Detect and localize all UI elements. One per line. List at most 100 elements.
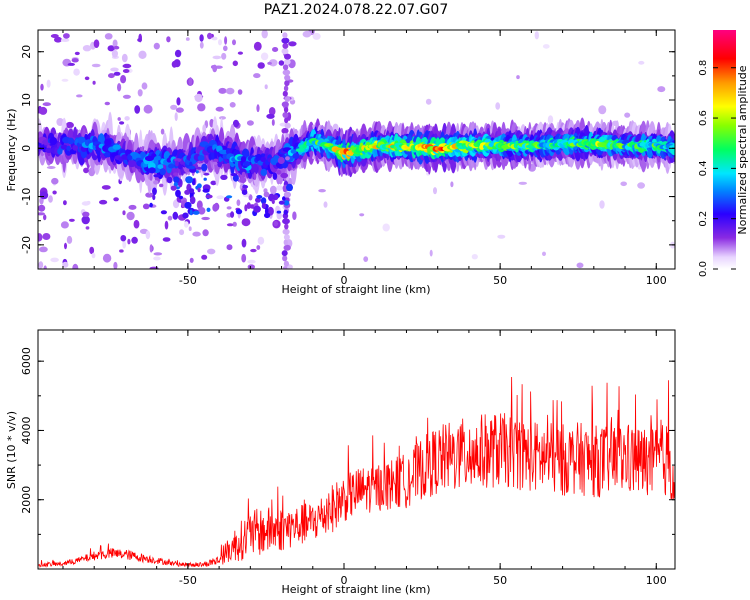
spectrogram-cell xyxy=(272,172,278,180)
spectrogram-cell xyxy=(237,51,243,55)
spectrogram-cell xyxy=(286,183,293,192)
spectrogram-cell xyxy=(134,105,141,114)
snr-series-line xyxy=(38,377,675,569)
spectrogram-cell xyxy=(276,169,282,175)
colorbar-label: Normalized spectral amplitude xyxy=(736,65,749,234)
spectrogram-axes: -50 0 50 100 -20 -10 0 10 20 xyxy=(20,30,675,287)
spectrogram-cell xyxy=(197,155,205,161)
spectrogram-cell xyxy=(46,79,51,88)
spectrogram-cell xyxy=(157,164,164,170)
snr-xlabel: Height of straight line (km) xyxy=(281,583,430,596)
y-tick-label: -20 xyxy=(20,236,33,254)
spectrogram-cell xyxy=(547,115,554,124)
spectrogram-cell xyxy=(113,45,120,50)
spectrogram-cell xyxy=(497,234,506,239)
colorbar-tick-label: 0.4 xyxy=(698,160,709,176)
spectrogram-cell xyxy=(247,259,256,264)
spectrogram-cell xyxy=(38,233,43,242)
spectrogram-cell xyxy=(203,172,210,176)
spectrogram-cell xyxy=(108,73,115,79)
spectrogram-cell xyxy=(60,144,68,150)
spectrogram-cell xyxy=(159,183,164,188)
spectrogram-cell xyxy=(359,213,365,217)
spectrogram-cell xyxy=(120,75,127,84)
spectrogram-cell xyxy=(182,212,189,219)
spectrogram-cell xyxy=(217,161,222,168)
spectrogram-cell xyxy=(276,210,282,214)
spectrogram-cell xyxy=(152,187,157,196)
figure-title: PAZ1.2024.078.22.07.G07 xyxy=(264,2,449,18)
colorbar-tick-label: 0.6 xyxy=(698,110,709,126)
spectrogram-cell xyxy=(284,58,291,65)
spectrogram-cell xyxy=(282,255,288,262)
spectrogram-cell xyxy=(199,34,204,42)
x-tick-label: 0 xyxy=(341,574,348,587)
spectrogram-cell xyxy=(137,89,143,97)
spectrogram-cell xyxy=(174,112,178,121)
spectrogram-cell xyxy=(332,123,339,132)
spectrogram-cell xyxy=(126,211,135,221)
spectrogram-cell xyxy=(119,249,124,253)
colorbar-tick-label: 0.8 xyxy=(698,60,709,76)
spectrogram-cell xyxy=(91,63,101,68)
spectrogram-cell xyxy=(101,185,111,190)
spectrogram-cell xyxy=(282,266,288,269)
spectrogram-cell xyxy=(122,69,130,73)
spectrogram-cell xyxy=(168,163,175,169)
spectrogram-cell xyxy=(260,197,267,205)
spectrogram-cell xyxy=(171,60,178,68)
spectrogram-cell xyxy=(253,172,257,181)
spectrogram-cell xyxy=(382,223,390,232)
spectrogram-cell xyxy=(104,101,111,106)
spectrogram-cell xyxy=(197,103,206,112)
spectrogram-cell xyxy=(282,90,288,97)
spectrogram-cell xyxy=(83,167,89,174)
spectrogram-cell xyxy=(219,116,226,120)
x-tick-label: 100 xyxy=(646,274,667,287)
spectrogram-cell xyxy=(160,210,167,215)
spectrogram-cell xyxy=(213,158,219,163)
spectrogram-cell xyxy=(232,119,240,128)
spectrogram-cell xyxy=(284,80,290,87)
spectrogram-cell xyxy=(283,191,291,198)
x-tick-label: -50 xyxy=(179,274,197,287)
spectrogram-cell xyxy=(117,117,121,121)
spectrogram-cell xyxy=(62,261,69,268)
spectrogram-cell xyxy=(232,39,236,46)
spectrogram-cell xyxy=(242,184,249,189)
spectrogram-cell xyxy=(67,137,75,145)
spectrogram-cell xyxy=(657,86,666,93)
x-tick-label: 50 xyxy=(493,274,507,287)
spectrogram-cell xyxy=(256,195,263,199)
spectrogram-cell xyxy=(281,48,289,55)
spectrogram-cell xyxy=(179,195,183,200)
spectrogram-cell xyxy=(271,119,275,126)
spectrogram-xlabel: Height of straight line (km) xyxy=(281,283,430,296)
spectrogram-cell xyxy=(183,221,189,228)
colorbar-tick-label: 0.0 xyxy=(698,261,709,277)
spectrogram-cell xyxy=(260,52,269,61)
spectrogram-cell xyxy=(241,218,251,227)
spectrogram-cell xyxy=(241,253,247,263)
spectrogram-cell xyxy=(241,238,247,248)
spectrogram-cell xyxy=(261,202,267,209)
spectrogram-cell xyxy=(215,106,224,112)
spectrogram-cell xyxy=(64,242,67,250)
spectrogram-cell xyxy=(51,177,59,185)
x-tick-label: 50 xyxy=(493,574,507,587)
spectrogram-cell xyxy=(495,102,501,110)
spectrogram-cell xyxy=(282,69,291,76)
spectrogram-cell xyxy=(542,251,546,256)
y-tick-label: 10 xyxy=(20,93,33,107)
spectrogram-cell xyxy=(63,33,70,39)
spectrogram-cell xyxy=(43,265,47,269)
spectrogram-cell xyxy=(145,192,154,198)
spectrogram-cell xyxy=(93,39,100,48)
spectrogram-cell xyxy=(260,156,266,163)
spectrogram-cell xyxy=(283,239,288,246)
spectrogram-cell xyxy=(206,207,211,212)
spectrogram-cell xyxy=(112,39,118,48)
spectrogram-cell xyxy=(166,176,173,184)
snr-ylabel: SNR (10 * v/v) xyxy=(5,411,18,489)
spectrogram-cell xyxy=(45,147,53,154)
